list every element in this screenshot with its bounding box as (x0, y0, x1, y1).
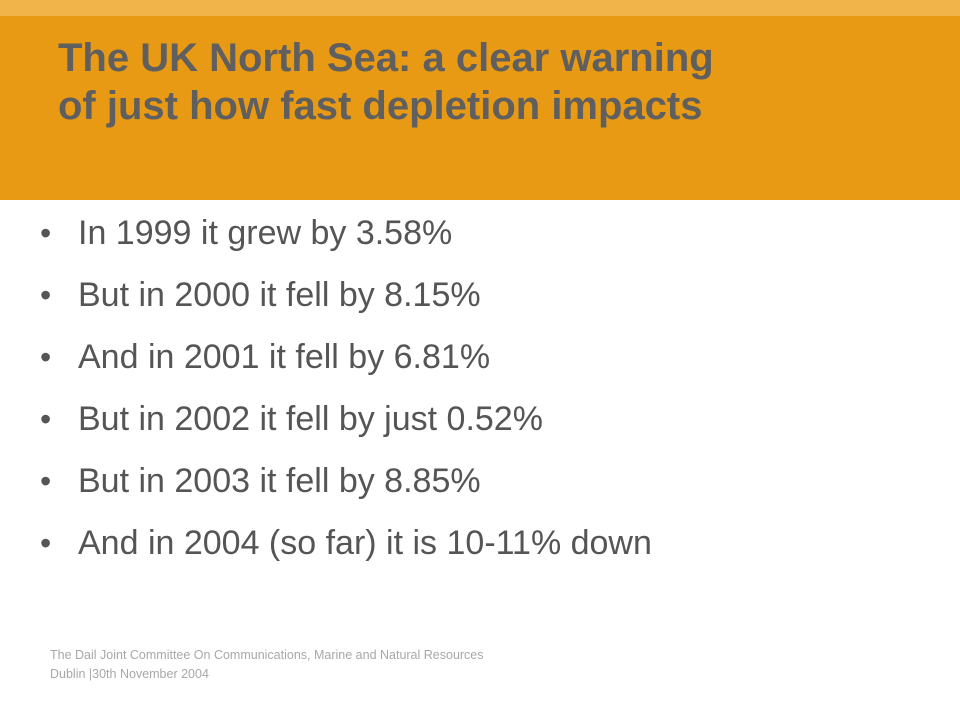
bullet-marker: • (40, 277, 52, 313)
banner-top-strip (0, 0, 960, 16)
slide-title: The UK North Sea: a clear warning of jus… (58, 34, 938, 130)
bullet-marker: • (40, 525, 52, 561)
bullet-list: • In 1999 it grew by 3.58% • But in 2000… (40, 214, 940, 586)
bullet-marker: • (40, 463, 52, 499)
slide-title-line-1: The UK North Sea: a clear warning (58, 36, 714, 80)
slide-title-line-2: of just how fast depletion impacts (58, 84, 703, 128)
bullet-item: • In 1999 it grew by 3.58% (40, 214, 940, 276)
bullet-item: • But in 2002 it fell by just 0.52% (40, 400, 940, 462)
footer-committee-line: The Dail Joint Committee On Communicatio… (50, 648, 484, 662)
slide-footer: The Dail Joint Committee On Communicatio… (50, 646, 484, 684)
bullet-text: And in 2004 (so far) it is 10-11% down (78, 524, 652, 562)
bullet-text: In 1999 it grew by 3.58% (78, 214, 453, 252)
footer-location-date-line: Dublin |30th November 2004 (50, 667, 209, 681)
bullet-item: • And in 2004 (so far) it is 10-11% down (40, 524, 940, 586)
bullet-text: But in 2000 it fell by 8.15% (78, 276, 481, 314)
bullet-marker: • (40, 339, 52, 375)
bullet-marker: • (40, 401, 52, 437)
title-banner: The UK North Sea: a clear warning of jus… (0, 0, 960, 200)
bullet-text: But in 2003 it fell by 8.85% (78, 462, 481, 500)
bullet-text: And in 2001 it fell by 6.81% (78, 338, 491, 376)
bullet-item: • But in 2000 it fell by 8.15% (40, 276, 940, 338)
bullet-item: • But in 2003 it fell by 8.85% (40, 462, 940, 524)
bullet-text: But in 2002 it fell by just 0.52% (78, 400, 543, 438)
bullet-marker: • (40, 215, 52, 251)
bullet-item: • And in 2001 it fell by 6.81% (40, 338, 940, 400)
